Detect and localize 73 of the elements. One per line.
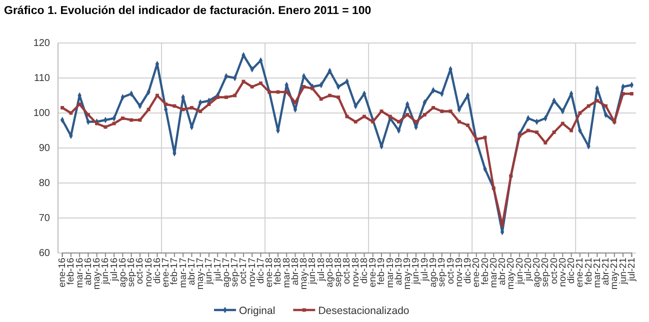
x-tick-label: feb-21 (583, 258, 594, 285)
x-tick-label: feb-16 (66, 258, 77, 285)
x-tick-label: jun-16 (100, 258, 112, 286)
x-tick-label: mar-19 (384, 258, 396, 288)
x-tick-label: sep-19 (436, 258, 448, 287)
x-tick-label: mar-21 (592, 258, 603, 288)
x-tick-label: dic-20 (566, 258, 578, 284)
y-tick-label: 100 (33, 108, 50, 120)
x-tick-label: ene-21 (574, 258, 586, 288)
x-tick-label: nov-17 (246, 258, 258, 287)
y-tick-label: 70 (38, 213, 50, 224)
x-tick-label: dic-18 (358, 258, 370, 284)
x-tick-label: jun-18 (307, 258, 318, 286)
x-tick-label: nov-16 (143, 258, 154, 287)
y-tick-label: 120 (33, 38, 50, 50)
x-tick-label: ago-16 (117, 258, 128, 288)
y-tick-label: 90 (38, 143, 50, 154)
x-tick-label: sep-17 (230, 258, 241, 287)
x-tick-label: ago-18 (324, 258, 336, 288)
x-tick-label: may-16 (92, 258, 103, 290)
x-tick-label: ago-19 (428, 258, 439, 288)
y-tick-label: 110 (34, 73, 50, 84)
legend-label: Desestacionalizado (318, 305, 410, 317)
x-tick-label: may-17 (195, 258, 206, 290)
x-tick-label: may-20 (506, 258, 517, 290)
x-tick-label: mar-16 (74, 258, 86, 288)
x-tick-label: may-21 (609, 258, 620, 290)
x-tick-label: may-18 (298, 258, 310, 290)
x-tick-label: jun-20 (514, 258, 526, 286)
x-tick-label: jul-17 (212, 258, 224, 282)
x-tick-label: jun-19 (410, 258, 422, 286)
x-tick-label: oct-19 (445, 258, 456, 284)
x-tick-label: mar-18 (281, 258, 292, 288)
x-tick-label: jul-18 (316, 258, 327, 282)
x-tick-label: nov-18 (350, 258, 362, 287)
x-tick-label: jul-19 (419, 258, 430, 282)
x-tick-label: oct-20 (548, 258, 560, 284)
x-tick-label: oct-16 (134, 258, 146, 284)
x-tick-label: oct-18 (342, 258, 353, 284)
x-tick-label: abr-21 (600, 258, 612, 286)
x-tick-label: feb-20 (480, 258, 491, 285)
x-tick-label: sep-18 (333, 258, 344, 287)
x-tick-label: abr-20 (497, 258, 508, 286)
x-tick-label: jul-20 (522, 258, 534, 282)
x-tick-label: sep-16 (126, 258, 138, 287)
x-tick-label: ago-20 (532, 258, 543, 288)
x-tick-label: dic-17 (255, 258, 266, 284)
x-tick-label: may-19 (402, 258, 414, 290)
x-tick-label: feb-17 (169, 258, 180, 285)
x-tick-label: jun-17 (204, 258, 215, 286)
x-tick-label: jun-21 (618, 258, 629, 286)
x-tick-label: dic-16 (152, 258, 163, 284)
x-tick-label: feb-18 (272, 258, 284, 285)
chart-title: Gráfico 1. Evolución del indicador de facturación. Enero 2011 = 100 (4, 5, 372, 17)
legend-label: Original (239, 305, 276, 317)
x-tick-label: nov-20 (557, 258, 568, 287)
x-tick-label: jul-16 (108, 258, 120, 282)
x-tick-label: nov-19 (454, 258, 465, 287)
x-tick-label: abr-16 (82, 258, 94, 286)
x-tick-label: mar-17 (178, 258, 189, 288)
x-tick-label: dic-19 (462, 258, 474, 284)
x-tick-label: abr-19 (393, 258, 404, 286)
x-tick-label: sep-20 (540, 258, 552, 287)
x-tick-label: ene-20 (471, 258, 482, 288)
x-tick-label: feb-19 (376, 258, 388, 285)
x-tick-label: abr-18 (290, 258, 301, 286)
x-tick-label: abr-17 (186, 258, 198, 286)
x-tick-label: oct-17 (238, 258, 250, 284)
y-tick-label: 60 (38, 248, 50, 260)
y-tick-label: 80 (38, 178, 50, 190)
x-tick-label: mar-20 (488, 258, 500, 288)
x-tick-label: ago-17 (220, 258, 232, 288)
x-tick-label: jul-21 (626, 258, 638, 282)
